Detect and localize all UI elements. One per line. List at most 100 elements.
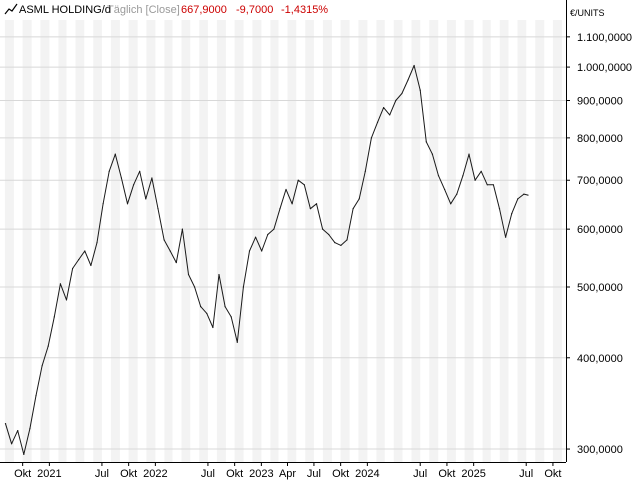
price-point (23, 453, 25, 455)
price-point (35, 395, 37, 397)
price-point (413, 64, 415, 67)
price-point (334, 242, 336, 244)
price-point (437, 175, 440, 177)
x-tick-label: Okt (226, 468, 243, 480)
price-point (120, 177, 122, 179)
price-point (65, 299, 68, 301)
month-band (270, 20, 279, 462)
plot-area (4, 64, 529, 455)
month-band (517, 20, 527, 462)
month-band (287, 20, 297, 462)
price-point (462, 175, 464, 177)
price-point (41, 365, 43, 367)
price-point (407, 79, 409, 81)
price-point (376, 121, 379, 124)
price-point (291, 203, 293, 205)
price-point (517, 198, 519, 200)
price-point (212, 326, 214, 329)
month-band (393, 20, 403, 462)
y-tick-label: 1.000,0000 (577, 62, 632, 74)
month-band (552, 20, 562, 462)
x-tick-label: Jul (95, 468, 109, 480)
price-point (297, 179, 299, 181)
chart-icon (4, 3, 18, 17)
x-tick-label: 2022 (143, 468, 167, 480)
month-band (376, 20, 385, 462)
month-band (411, 20, 421, 462)
price-point (163, 239, 165, 241)
price-point (224, 306, 226, 308)
month-band (464, 20, 474, 462)
y-tick-label: 300,0000 (577, 444, 623, 456)
grid-lines (0, 36, 566, 450)
price-point (11, 443, 13, 445)
price-point (450, 203, 452, 205)
price-point (401, 92, 403, 95)
price-point (309, 208, 312, 210)
price-point (102, 203, 104, 205)
price-point (236, 341, 238, 343)
price-point (206, 312, 208, 315)
x-tick-label: 2023 (249, 468, 273, 480)
interval-label: Täglich [Close] (107, 4, 180, 16)
x-tick-label: Jul (307, 468, 321, 480)
month-band (429, 20, 439, 462)
month-band (322, 20, 332, 462)
price-point (523, 193, 525, 195)
month-band (75, 20, 85, 462)
price-point (273, 228, 275, 230)
price-point (322, 228, 324, 230)
x-tick-label: Jul (519, 468, 533, 480)
y-tick-label: 800,0000 (577, 133, 623, 145)
month-band (305, 20, 314, 462)
month-band (4, 20, 14, 462)
x-tick-label: Okt (120, 468, 137, 480)
price-point (78, 259, 80, 261)
change-percent: -1,4315% (281, 4, 329, 16)
price-point (486, 184, 488, 186)
price-point (498, 208, 501, 210)
price-point (279, 208, 281, 210)
month-band (146, 20, 156, 462)
price-point (261, 250, 263, 252)
price-point (456, 193, 458, 195)
x-tick-label: Jul (413, 468, 427, 480)
price-point (346, 239, 348, 241)
y-tick-label: 600,0000 (577, 224, 623, 236)
x-tick-label: 2025 (461, 468, 485, 480)
price-point (248, 250, 251, 252)
instrument-label: ASML HOLDING/d (19, 4, 111, 16)
price-point (193, 286, 196, 288)
price-point (218, 273, 220, 276)
y-axis: 1.100,0000 1.000,0000 900,0000 800,0000 700,… (566, 0, 632, 462)
x-tick-label: Okt (544, 468, 561, 480)
price-point (181, 228, 183, 230)
price-point (370, 137, 373, 139)
price-point (389, 114, 391, 116)
x-tick-label: 2024 (355, 468, 379, 480)
month-band (199, 20, 208, 462)
price-point (53, 316, 55, 318)
price-point (315, 203, 318, 205)
price-point (242, 286, 244, 288)
price-point (395, 99, 397, 102)
month-band (446, 20, 456, 462)
price-point (169, 250, 171, 252)
y-tick-label: 700,0000 (577, 175, 623, 187)
month-band (164, 20, 173, 462)
price-point (527, 194, 529, 196)
price-point (126, 203, 129, 205)
month-band (234, 20, 244, 462)
month-band (110, 20, 120, 462)
price-point (175, 261, 177, 264)
price-point (285, 188, 287, 191)
y-tick-label: 1.100,0000 (577, 32, 632, 44)
price-point (200, 306, 202, 308)
month-band (181, 20, 191, 462)
price-point (59, 283, 62, 285)
price-point (90, 264, 92, 267)
price-point (383, 107, 385, 109)
price-point (328, 233, 330, 236)
x-tick-label: Okt (332, 468, 349, 480)
